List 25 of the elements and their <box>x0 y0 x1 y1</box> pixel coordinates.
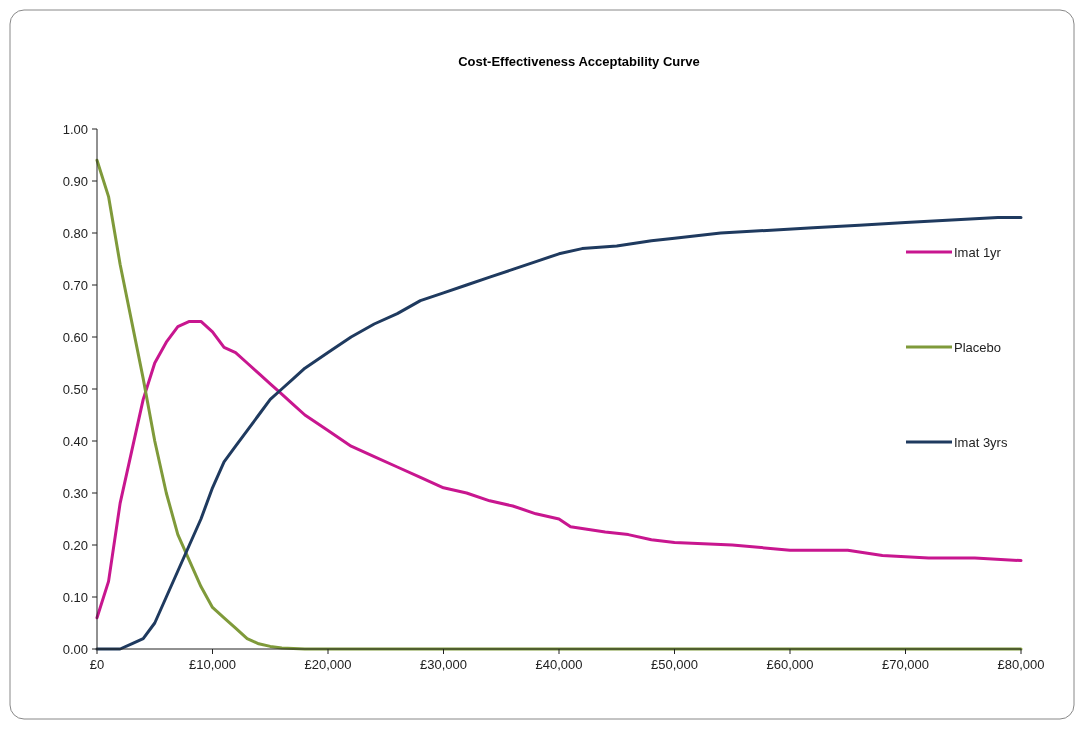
y-tick-label: 0.60 <box>62 329 88 345</box>
legend-label: Imat 3yrs <box>954 435 1008 450</box>
y-tick-label: 0.80 <box>62 225 88 241</box>
x-tick-label: £0 <box>89 657 105 672</box>
y-tick-label: 0.30 <box>62 485 88 501</box>
y-tick-label: 0.20 <box>62 537 88 553</box>
x-tick-label: £40,000 <box>535 657 583 672</box>
y-tick-label: 0.10 <box>62 589 88 605</box>
x-tick-label: £30,000 <box>420 657 467 672</box>
y-tick-label: 0.50 <box>62 381 88 397</box>
x-tick-label: £70,000 <box>882 657 929 672</box>
y-tick-label: 0.40 <box>62 433 88 449</box>
y-tick-label: 1.00 <box>62 121 88 137</box>
x-tick-label: £60,000 <box>766 657 814 672</box>
y-tick-label: 0.00 <box>62 641 88 657</box>
legend-label: Placebo <box>954 340 1001 355</box>
line-series <box>95 319 1023 620</box>
x-tick-label: £80,000 <box>997 657 1045 672</box>
y-tick-label: 0.70 <box>62 277 88 293</box>
y-tick-label: 0.90 <box>62 173 88 189</box>
chart-title: Cost-Effectiveness Acceptability Curve <box>458 54 700 69</box>
legend-label: Imat 1yr <box>954 245 1002 260</box>
x-tick-label: £10,000 <box>189 657 236 672</box>
x-tick-label: £20,000 <box>304 657 352 672</box>
x-tick-label: £50,000 <box>651 657 698 672</box>
